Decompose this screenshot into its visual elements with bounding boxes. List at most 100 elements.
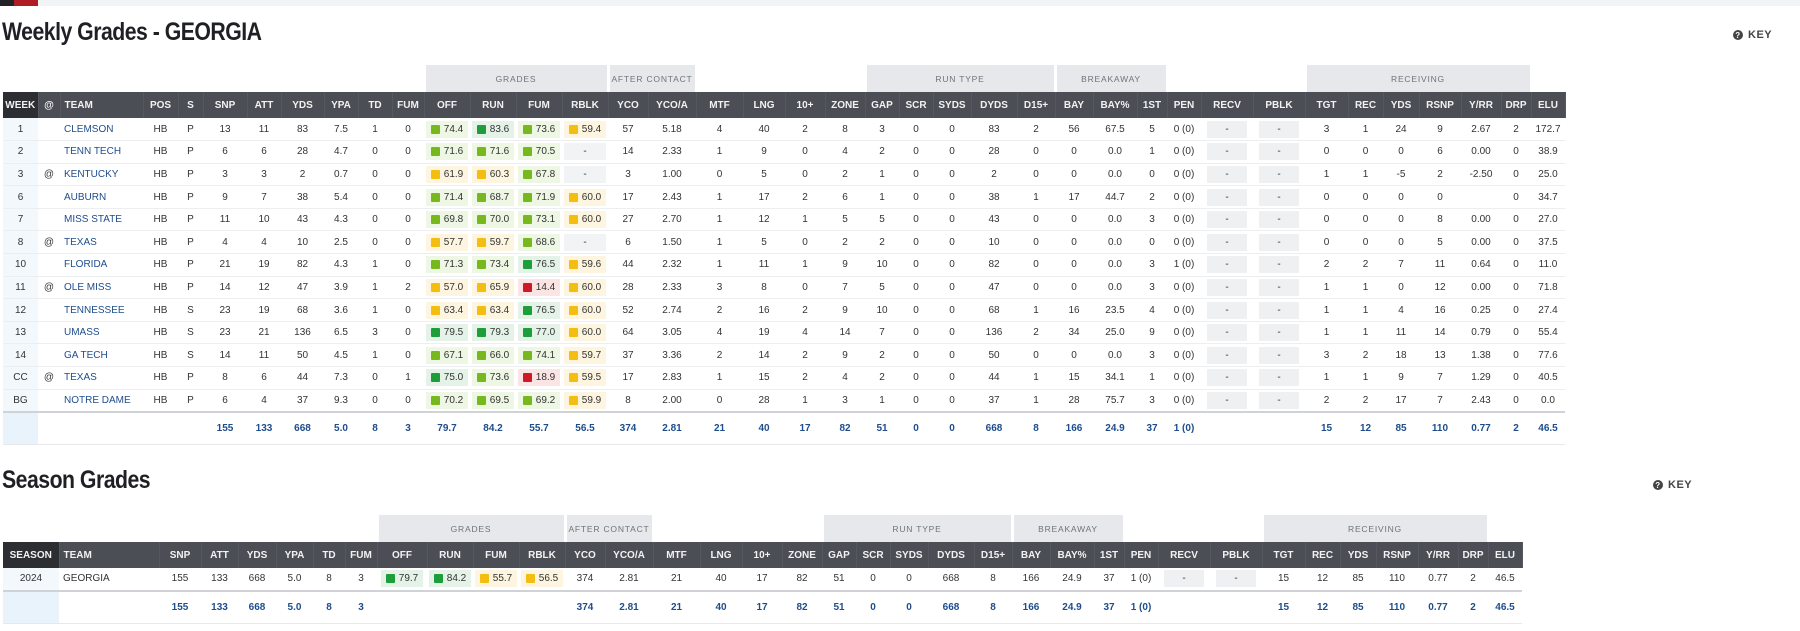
column-header[interactable]: Y/RR [1418, 542, 1459, 568]
column-header[interactable]: SYDS [933, 92, 972, 118]
column-header[interactable]: REC [1348, 92, 1384, 118]
column-header[interactable]: RSNP [1419, 92, 1462, 118]
column-header[interactable]: LNG [743, 92, 786, 118]
team-link[interactable]: FLORIDA [60, 253, 143, 277]
column-header[interactable]: FUM [345, 542, 378, 568]
team-link[interactable]: NOTRE DAME [60, 389, 143, 413]
fum-cell: 1 [392, 366, 424, 390]
column-header[interactable]: 10+ [785, 92, 826, 118]
column-header[interactable]: ATT [201, 542, 239, 568]
column-header[interactable]: RECV [1158, 542, 1211, 568]
run-value: 73.4 [489, 259, 510, 271]
column-header[interactable]: YDS [1340, 542, 1377, 568]
column-header[interactable]: ELU [1531, 92, 1566, 118]
column-header[interactable]: ATT [247, 92, 282, 118]
column-header[interactable]: WEEK [3, 92, 39, 118]
column-header[interactable]: POS [143, 92, 179, 118]
off-grade-badge: 79.7 [381, 570, 423, 588]
team-link[interactable]: TEXAS [60, 230, 143, 255]
column-header[interactable]: SNP [159, 542, 202, 568]
column-header[interactable]: MTF [653, 542, 701, 568]
column-header[interactable]: @ [38, 92, 61, 118]
column-header[interactable]: YDS [281, 92, 325, 118]
team-link[interactable]: TENNESSEE [60, 298, 143, 322]
recv-cell: - [1201, 343, 1253, 368]
column-header[interactable]: FUM [473, 542, 520, 568]
season-key-button[interactable]: ? KEY [1653, 479, 1692, 491]
column-header[interactable]: SCR [856, 542, 891, 568]
column-header[interactable]: TEAM [60, 92, 144, 118]
team-link[interactable]: MISS STATE [60, 208, 143, 232]
column-header[interactable]: SEASON [3, 542, 60, 568]
column-header[interactable]: DRP [1458, 542, 1489, 568]
column-header[interactable]: D15+ [974, 542, 1013, 568]
column-header[interactable]: PBLK [1210, 542, 1263, 568]
column-header[interactable]: FUM [392, 92, 425, 118]
team-link[interactable]: GA TECH [60, 343, 143, 368]
column-header[interactable]: 1ST [1137, 92, 1168, 118]
column-header[interactable]: RUN [470, 92, 517, 118]
column-header[interactable]: REC [1305, 542, 1341, 568]
column-header[interactable]: TD [313, 542, 346, 568]
grade-color-icon [430, 192, 440, 202]
column-header[interactable]: BAY% [1050, 542, 1095, 568]
column-header[interactable]: GAP [822, 542, 857, 568]
column-header[interactable]: SNP [203, 92, 248, 118]
s-cell: P [178, 253, 203, 277]
column-header[interactable]: OFF [424, 92, 471, 118]
team-link[interactable]: UMASS [60, 321, 143, 345]
column-header[interactable]: BAY% [1093, 92, 1138, 118]
zone-cell: 2 [825, 230, 865, 255]
column-header[interactable]: YPA [324, 92, 359, 118]
team-link[interactable]: CLEMSON [60, 118, 143, 142]
column-header[interactable]: YCO/A [605, 542, 654, 568]
column-header[interactable]: D15+ [1017, 92, 1056, 118]
team-link[interactable]: KENTUCKY [60, 163, 143, 187]
column-header[interactable]: DRP [1501, 92, 1532, 118]
fum-cell: 73.1 [516, 208, 562, 232]
column-header[interactable]: PEN [1167, 92, 1202, 118]
column-header[interactable]: RUN [427, 542, 474, 568]
column-header[interactable]: RBLK [519, 542, 566, 568]
column-header[interactable]: YDS [1383, 92, 1420, 118]
off-grade-badge: 69.8 [426, 211, 468, 229]
team-link[interactable]: AUBURN [60, 185, 143, 209]
column-header[interactable]: PEN [1124, 542, 1159, 568]
column-header[interactable]: ZONE [825, 92, 866, 118]
column-header[interactable]: OFF [377, 542, 428, 568]
column-header[interactable]: DYDS [928, 542, 975, 568]
column-header[interactable]: TGT [1305, 92, 1349, 118]
column-header[interactable]: SYDS [890, 542, 929, 568]
team-link[interactable]: TENN TECH [60, 140, 143, 164]
column-header[interactable]: DYDS [971, 92, 1018, 118]
weekly-key-button[interactable]: ? KEY [1733, 29, 1772, 41]
column-header[interactable]: RSNP [1376, 542, 1419, 568]
column-header[interactable]: RBLK [562, 92, 609, 118]
column-header[interactable]: BAY [1055, 92, 1094, 118]
column-header[interactable]: YDS [238, 542, 277, 568]
column-header[interactable]: YPA [276, 542, 314, 568]
column-header[interactable]: 1ST [1094, 542, 1125, 568]
column-header[interactable]: SCR [899, 92, 934, 118]
column-header[interactable]: GAP [865, 92, 900, 118]
column-header[interactable]: MTF [696, 92, 744, 118]
column-header[interactable]: BAY [1012, 542, 1051, 568]
column-header[interactable]: YCO [608, 92, 649, 118]
column-header[interactable]: TEAM [59, 542, 160, 568]
column-header[interactable]: FUM [516, 92, 563, 118]
column-header[interactable]: YCO/A [648, 92, 697, 118]
off-grade-badge: 75.0 [426, 369, 468, 387]
column-header[interactable]: ZONE [782, 542, 823, 568]
column-header[interactable]: 10+ [742, 542, 783, 568]
column-header[interactable]: YCO [565, 542, 606, 568]
team-link[interactable]: TEXAS [60, 366, 143, 390]
column-header[interactable]: Y/RR [1461, 92, 1502, 118]
column-header[interactable]: ELU [1488, 542, 1523, 568]
column-header[interactable]: RECV [1201, 92, 1254, 118]
column-header[interactable]: TD [358, 92, 393, 118]
column-header[interactable]: PBLK [1253, 92, 1306, 118]
column-header[interactable]: LNG [700, 542, 743, 568]
column-header[interactable]: S [178, 92, 204, 118]
team-link[interactable]: OLE MISS [60, 276, 143, 300]
column-header[interactable]: TGT [1262, 542, 1306, 568]
